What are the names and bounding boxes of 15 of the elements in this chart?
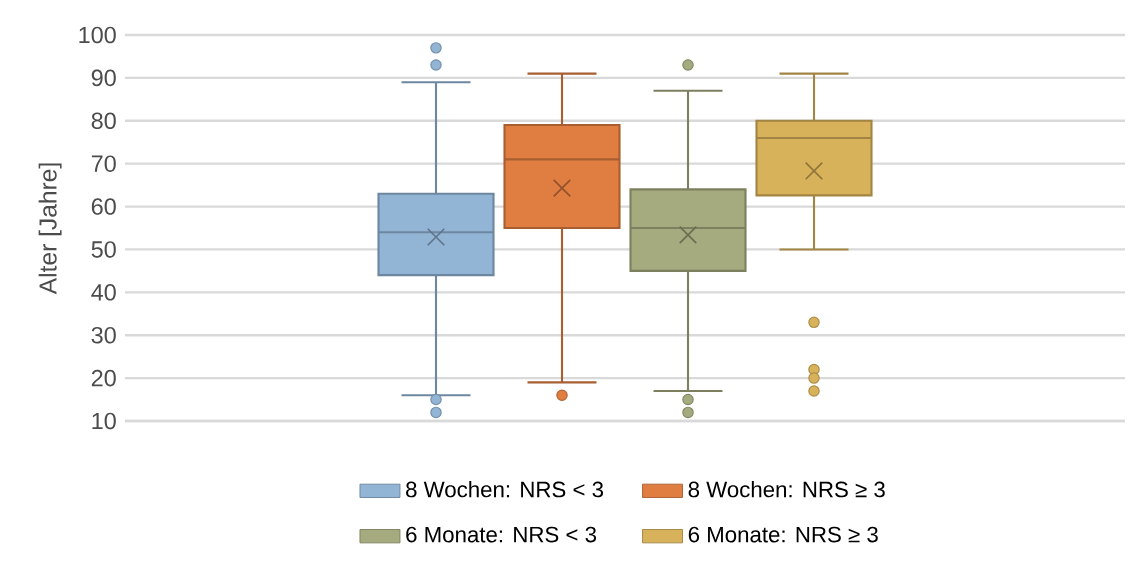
y-tick-label: 40 bbox=[91, 284, 116, 301]
y-tick-label: 80 bbox=[91, 112, 116, 130]
y-tick-label: 50 bbox=[91, 241, 116, 258]
legend-label: 8 Wochen: NRS ≥ 3 bbox=[688, 481, 885, 498]
y-tick-label: 100 bbox=[79, 26, 116, 44]
y-tick-label: 10 bbox=[92, 412, 116, 430]
y-tick-label: 70 bbox=[91, 155, 116, 172]
legend-label: 6 Monate: NRS ≥ 3 bbox=[688, 526, 878, 543]
legend-label: 8 Wochen: NRS < 3 bbox=[406, 481, 604, 498]
y-tick-label: 20 bbox=[91, 369, 116, 387]
y-tick-label: 30 bbox=[91, 326, 116, 344]
legend-label: 6 Monate: NRS < 3 bbox=[406, 526, 597, 543]
y-tick-label: 60 bbox=[91, 198, 116, 215]
y-axis-title: Alter [Jahre] bbox=[38, 163, 62, 295]
y-tick-label: 90 bbox=[91, 69, 116, 87]
